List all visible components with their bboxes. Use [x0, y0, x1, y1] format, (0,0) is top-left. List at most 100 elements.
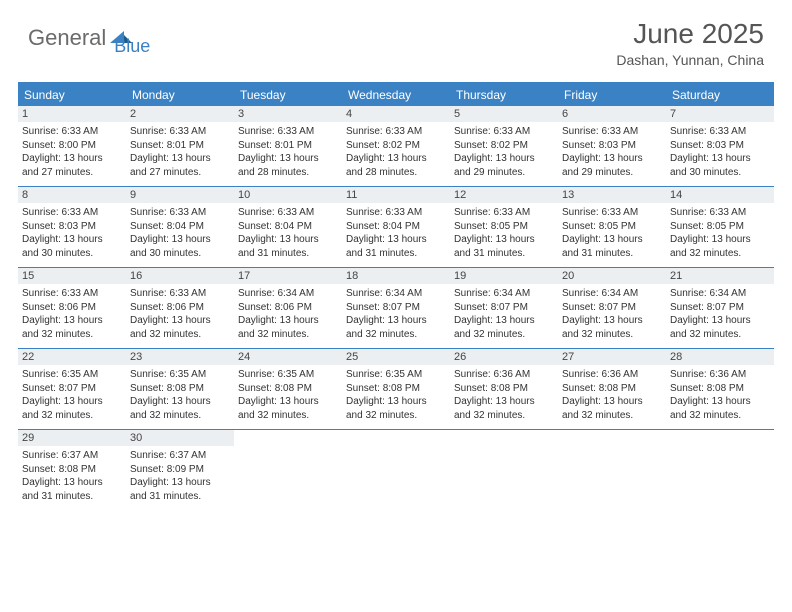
sunset-text: Sunset: 8:03 PM — [562, 139, 662, 153]
d1-text: Daylight: 13 hours — [346, 314, 446, 328]
day-number: 18 — [342, 268, 450, 284]
sunset-text: Sunset: 8:09 PM — [130, 463, 230, 477]
sunset-text: Sunset: 8:04 PM — [238, 220, 338, 234]
calendar-cell: 17Sunrise: 6:34 AMSunset: 8:06 PMDayligh… — [234, 268, 342, 348]
d1-text: Daylight: 13 hours — [22, 395, 122, 409]
sunset-text: Sunset: 8:08 PM — [562, 382, 662, 396]
day-number: 14 — [666, 187, 774, 203]
day-number: 11 — [342, 187, 450, 203]
day-number: 30 — [126, 430, 234, 446]
d2-text: and 32 minutes. — [346, 409, 446, 423]
sunrise-text: Sunrise: 6:33 AM — [346, 206, 446, 220]
sunset-text: Sunset: 8:00 PM — [22, 139, 122, 153]
day-header: Wednesday — [342, 84, 450, 106]
calendar-cell: 21Sunrise: 6:34 AMSunset: 8:07 PMDayligh… — [666, 268, 774, 348]
day-number: 10 — [234, 187, 342, 203]
sunset-text: Sunset: 8:07 PM — [562, 301, 662, 315]
d1-text: Daylight: 13 hours — [238, 233, 338, 247]
calendar-cell — [666, 430, 774, 510]
calendar-cell: 28Sunrise: 6:36 AMSunset: 8:08 PMDayligh… — [666, 349, 774, 429]
sunset-text: Sunset: 8:07 PM — [22, 382, 122, 396]
day-number: 27 — [558, 349, 666, 365]
sunrise-text: Sunrise: 6:33 AM — [454, 206, 554, 220]
sunset-text: Sunset: 8:08 PM — [22, 463, 122, 477]
d1-text: Daylight: 13 hours — [454, 233, 554, 247]
day-header: Sunday — [18, 84, 126, 106]
day-header: Monday — [126, 84, 234, 106]
calendar-cell: 25Sunrise: 6:35 AMSunset: 8:08 PMDayligh… — [342, 349, 450, 429]
d1-text: Daylight: 13 hours — [130, 314, 230, 328]
sunrise-text: Sunrise: 6:36 AM — [670, 368, 770, 382]
sunrise-text: Sunrise: 6:35 AM — [130, 368, 230, 382]
sunrise-text: Sunrise: 6:33 AM — [22, 287, 122, 301]
day-number: 5 — [450, 106, 558, 122]
d2-text: and 32 minutes. — [238, 328, 338, 342]
sunset-text: Sunset: 8:08 PM — [454, 382, 554, 396]
d2-text: and 31 minutes. — [238, 247, 338, 261]
sunrise-text: Sunrise: 6:33 AM — [670, 206, 770, 220]
calendar-cell: 10Sunrise: 6:33 AMSunset: 8:04 PMDayligh… — [234, 187, 342, 267]
sunset-text: Sunset: 8:07 PM — [670, 301, 770, 315]
d2-text: and 31 minutes. — [562, 247, 662, 261]
d2-text: and 30 minutes. — [670, 166, 770, 180]
day-number: 2 — [126, 106, 234, 122]
day-header: Thursday — [450, 84, 558, 106]
d1-text: Daylight: 13 hours — [670, 395, 770, 409]
sunset-text: Sunset: 8:06 PM — [130, 301, 230, 315]
d1-text: Daylight: 13 hours — [454, 152, 554, 166]
calendar-week: 15Sunrise: 6:33 AMSunset: 8:06 PMDayligh… — [18, 268, 774, 349]
day-number: 8 — [18, 187, 126, 203]
d1-text: Daylight: 13 hours — [130, 395, 230, 409]
sunset-text: Sunset: 8:04 PM — [130, 220, 230, 234]
d2-text: and 27 minutes. — [22, 166, 122, 180]
calendar-cell: 6Sunrise: 6:33 AMSunset: 8:03 PMDaylight… — [558, 106, 666, 186]
sunrise-text: Sunrise: 6:37 AM — [130, 449, 230, 463]
calendar-cell: 15Sunrise: 6:33 AMSunset: 8:06 PMDayligh… — [18, 268, 126, 348]
d1-text: Daylight: 13 hours — [670, 152, 770, 166]
sunset-text: Sunset: 8:08 PM — [346, 382, 446, 396]
calendar-cell: 20Sunrise: 6:34 AMSunset: 8:07 PMDayligh… — [558, 268, 666, 348]
sunrise-text: Sunrise: 6:33 AM — [130, 287, 230, 301]
sunset-text: Sunset: 8:08 PM — [670, 382, 770, 396]
sunset-text: Sunset: 8:01 PM — [130, 139, 230, 153]
d2-text: and 32 minutes. — [130, 328, 230, 342]
day-number: 4 — [342, 106, 450, 122]
calendar-cell: 14Sunrise: 6:33 AMSunset: 8:05 PMDayligh… — [666, 187, 774, 267]
calendar-cell: 8Sunrise: 6:33 AMSunset: 8:03 PMDaylight… — [18, 187, 126, 267]
calendar-cell: 4Sunrise: 6:33 AMSunset: 8:02 PMDaylight… — [342, 106, 450, 186]
sunset-text: Sunset: 8:07 PM — [346, 301, 446, 315]
sunset-text: Sunset: 8:06 PM — [22, 301, 122, 315]
d2-text: and 30 minutes. — [22, 247, 122, 261]
calendar-week: 22Sunrise: 6:35 AMSunset: 8:07 PMDayligh… — [18, 349, 774, 430]
d1-text: Daylight: 13 hours — [346, 152, 446, 166]
day-number: 19 — [450, 268, 558, 284]
page-title: June 2025 — [616, 18, 764, 50]
d1-text: Daylight: 13 hours — [454, 314, 554, 328]
d2-text: and 32 minutes. — [670, 409, 770, 423]
day-number: 15 — [18, 268, 126, 284]
calendar-cell — [342, 430, 450, 510]
calendar-cell: 16Sunrise: 6:33 AMSunset: 8:06 PMDayligh… — [126, 268, 234, 348]
sunrise-text: Sunrise: 6:34 AM — [346, 287, 446, 301]
d2-text: and 28 minutes. — [346, 166, 446, 180]
sunrise-text: Sunrise: 6:34 AM — [670, 287, 770, 301]
calendar-cell: 23Sunrise: 6:35 AMSunset: 8:08 PMDayligh… — [126, 349, 234, 429]
day-number: 7 — [666, 106, 774, 122]
sunset-text: Sunset: 8:08 PM — [238, 382, 338, 396]
calendar-cell: 3Sunrise: 6:33 AMSunset: 8:01 PMDaylight… — [234, 106, 342, 186]
d1-text: Daylight: 13 hours — [562, 314, 662, 328]
sunrise-text: Sunrise: 6:33 AM — [454, 125, 554, 139]
calendar-cell: 19Sunrise: 6:34 AMSunset: 8:07 PMDayligh… — [450, 268, 558, 348]
header: General Blue June 2025 Dashan, Yunnan, C… — [0, 0, 792, 76]
d1-text: Daylight: 13 hours — [670, 233, 770, 247]
sunrise-text: Sunrise: 6:34 AM — [454, 287, 554, 301]
day-number: 29 — [18, 430, 126, 446]
d2-text: and 32 minutes. — [130, 409, 230, 423]
calendar-cell: 27Sunrise: 6:36 AMSunset: 8:08 PMDayligh… — [558, 349, 666, 429]
d1-text: Daylight: 13 hours — [454, 395, 554, 409]
d2-text: and 32 minutes. — [562, 409, 662, 423]
calendar-cell: 26Sunrise: 6:36 AMSunset: 8:08 PMDayligh… — [450, 349, 558, 429]
sunset-text: Sunset: 8:08 PM — [130, 382, 230, 396]
d1-text: Daylight: 13 hours — [562, 152, 662, 166]
day-number: 3 — [234, 106, 342, 122]
